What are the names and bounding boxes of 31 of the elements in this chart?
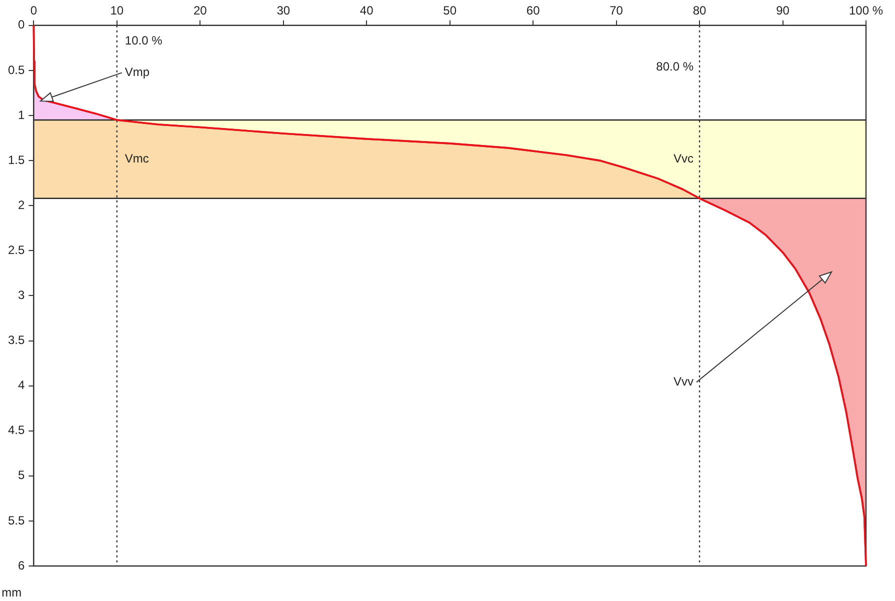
y-axis-title: mm (2, 585, 22, 600)
x-tick-label: 40 (360, 4, 374, 18)
y-tick-label: 1 (18, 108, 25, 122)
x-tick-label: 50 (443, 4, 457, 18)
x-tick-label: 20 (193, 4, 208, 18)
y-tick-label: 2.5 (8, 242, 25, 257)
x-tick-label: 10 (110, 4, 124, 18)
y-tick-label: 5.5 (8, 513, 25, 528)
x-tick-label: 80 (692, 4, 707, 18)
annotation: Vvc (674, 152, 694, 166)
x-tick-label: 0 (30, 4, 38, 18)
ref-line-label: 80.0 % (656, 60, 694, 74)
ref-line-label: 10.0 % (124, 34, 163, 48)
annotation: Vmc (124, 152, 149, 166)
y-tick-label: 1.5 (8, 152, 25, 167)
y-tick-label: 3.5 (8, 333, 25, 348)
x-tick-label: 100 % (848, 4, 884, 18)
y-tick-label: 4.5 (8, 423, 25, 438)
x-tick-label: 90 (776, 4, 790, 18)
y-tick-label: 0 (18, 18, 25, 32)
y-tick-label: 6 (18, 558, 25, 572)
x-tick-label: 70 (610, 4, 624, 18)
annotation: Vmp (124, 65, 150, 80)
y-tick-label: 5 (18, 468, 25, 482)
y-tick-label: 4 (18, 378, 25, 392)
x-tick-label: 30 (276, 4, 290, 18)
y-tick-label: 3 (18, 288, 25, 302)
y-tick-label: 2 (18, 198, 25, 212)
y-tick-label: 0.5 (8, 62, 25, 77)
annotation: Vvv (674, 374, 694, 389)
x-tick-label: 60 (526, 4, 540, 18)
